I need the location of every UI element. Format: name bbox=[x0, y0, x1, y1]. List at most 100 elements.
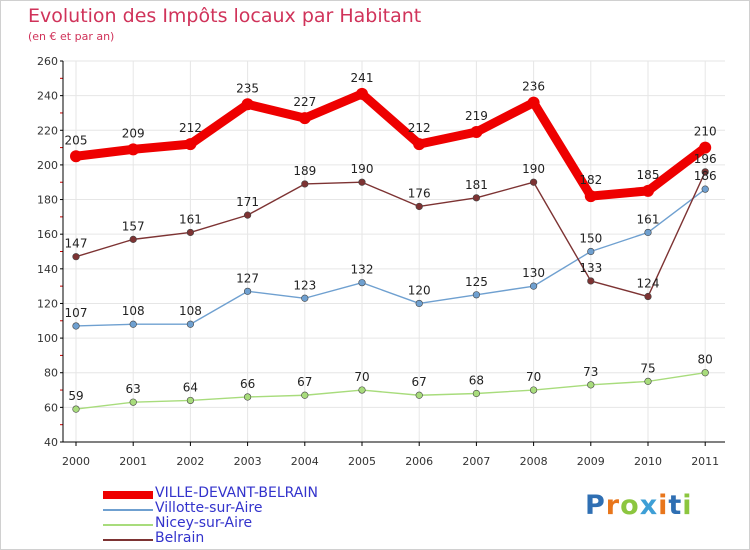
data-label: 147 bbox=[65, 237, 88, 251]
data-label: 210 bbox=[694, 125, 717, 139]
data-point bbox=[301, 294, 309, 302]
data-label: 67 bbox=[412, 375, 427, 389]
y-tick-label: 220 bbox=[37, 124, 58, 137]
logo-letter: o bbox=[620, 490, 640, 521]
legend-swatch bbox=[103, 509, 153, 511]
data-point bbox=[415, 202, 423, 211]
data-point bbox=[415, 299, 423, 308]
y-tick-label: 180 bbox=[37, 194, 58, 207]
data-label: 227 bbox=[293, 95, 316, 109]
data-point bbox=[127, 143, 140, 156]
data-point bbox=[241, 98, 254, 111]
y-tick-label: 160 bbox=[37, 228, 58, 241]
data-point bbox=[529, 178, 538, 186]
data-point bbox=[186, 320, 194, 328]
y-tick-label: 260 bbox=[37, 55, 58, 68]
data-label: 80 bbox=[698, 353, 713, 367]
data-point bbox=[129, 320, 137, 328]
data-label: 107 bbox=[65, 306, 88, 320]
series-line-ville-devant-belrain bbox=[71, 89, 710, 201]
data-label: 123 bbox=[293, 278, 316, 292]
data-label: 196 bbox=[694, 152, 717, 166]
logo-letter: i bbox=[682, 490, 693, 521]
data-point bbox=[358, 279, 366, 287]
data-point bbox=[701, 369, 709, 377]
data-point bbox=[358, 178, 366, 186]
data-label: 124 bbox=[637, 277, 660, 291]
data-label: 63 bbox=[126, 382, 141, 396]
data-label: 176 bbox=[408, 186, 431, 200]
series-line-villotte-sur-aire bbox=[75, 188, 706, 327]
data-point bbox=[356, 87, 368, 100]
data-point bbox=[644, 228, 652, 237]
x-tick-label: 2005 bbox=[348, 455, 376, 468]
x-tick-label: 2001 bbox=[119, 455, 147, 468]
data-label: 108 bbox=[122, 304, 145, 318]
data-label: 127 bbox=[236, 271, 259, 285]
data-point bbox=[186, 396, 194, 405]
x-tick-label: 2004 bbox=[291, 455, 319, 468]
data-point bbox=[244, 211, 252, 219]
data-label: 132 bbox=[351, 263, 374, 277]
data-point bbox=[527, 96, 540, 109]
data-label: 120 bbox=[408, 283, 431, 297]
data-label: 70 bbox=[526, 370, 541, 384]
data-point bbox=[701, 168, 709, 176]
data-point bbox=[70, 150, 82, 163]
data-label: 190 bbox=[351, 162, 374, 176]
data-point bbox=[244, 393, 252, 401]
data-label: 150 bbox=[579, 232, 602, 246]
data-point bbox=[129, 235, 137, 243]
data-label: 212 bbox=[408, 121, 431, 135]
data-label: 75 bbox=[640, 361, 655, 375]
data-point bbox=[642, 184, 654, 197]
data-label: 185 bbox=[637, 168, 660, 182]
chart-title: Evolution des Impôts locaux par Habitant bbox=[28, 5, 422, 27]
data-label: 70 bbox=[354, 370, 369, 384]
data-point bbox=[413, 138, 426, 151]
data-label: 59 bbox=[68, 389, 83, 403]
data-label: 171 bbox=[236, 195, 259, 209]
data-label: 73 bbox=[583, 365, 598, 379]
data-label: 64 bbox=[183, 380, 198, 394]
data-point bbox=[72, 405, 80, 413]
logo-letter: x bbox=[639, 490, 659, 521]
data-point bbox=[699, 141, 712, 154]
x-tick-label: 2000 bbox=[62, 455, 90, 468]
data-point bbox=[470, 126, 483, 139]
data-point bbox=[472, 194, 481, 202]
proxiti-logo: Proxiti bbox=[585, 490, 693, 521]
series-lines bbox=[70, 87, 712, 413]
data-point bbox=[644, 377, 652, 385]
data-label: 161 bbox=[179, 212, 202, 226]
data-point bbox=[587, 381, 595, 389]
x-tick-label: 2011 bbox=[691, 455, 719, 468]
x-tick-label: 2009 bbox=[577, 455, 605, 468]
data-label: 236 bbox=[522, 80, 545, 94]
data-point bbox=[587, 247, 595, 256]
data-point bbox=[587, 277, 595, 285]
data-label: 235 bbox=[236, 81, 259, 95]
data-point bbox=[298, 112, 311, 125]
y-tick-label: 60 bbox=[44, 401, 58, 414]
data-point bbox=[72, 322, 80, 330]
data-label: 189 bbox=[293, 164, 316, 178]
data-point bbox=[472, 291, 481, 299]
y-tick-label: 200 bbox=[37, 159, 58, 172]
data-label: 130 bbox=[522, 266, 545, 280]
legend-swatch bbox=[103, 539, 153, 541]
data-label: 157 bbox=[122, 219, 145, 233]
series-line-nicey-sur-aire bbox=[75, 372, 706, 410]
data-label: 181 bbox=[465, 178, 488, 192]
data-point bbox=[358, 386, 366, 394]
data-point bbox=[129, 398, 137, 406]
data-point bbox=[584, 190, 597, 203]
data-label: 219 bbox=[465, 109, 488, 123]
data-point bbox=[415, 391, 423, 399]
data-point bbox=[301, 391, 309, 399]
axes: 40 60 80 100 120 140 160 180 200 220 240 260 2000 200… bbox=[37, 55, 725, 468]
legend-label: Belrain bbox=[155, 530, 205, 546]
legend-swatch bbox=[103, 524, 153, 526]
